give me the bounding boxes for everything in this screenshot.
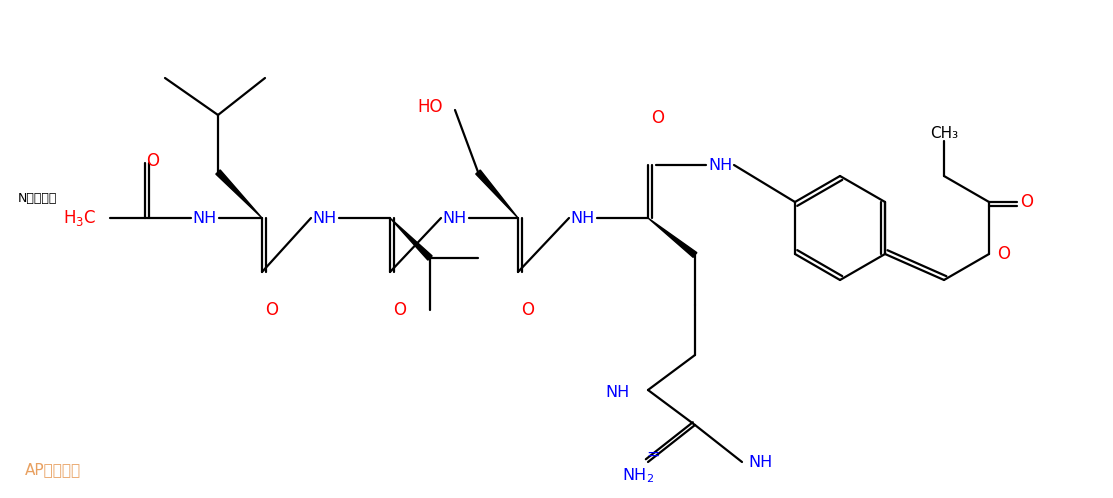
Text: NH: NH <box>571 211 595 226</box>
Text: NH: NH <box>748 455 772 470</box>
Polygon shape <box>475 170 518 218</box>
Text: =: = <box>647 447 660 462</box>
Text: NH: NH <box>605 384 630 399</box>
Polygon shape <box>216 170 262 218</box>
Text: O: O <box>1021 193 1034 211</box>
Text: NH: NH <box>708 157 732 172</box>
Text: O: O <box>147 152 159 170</box>
Polygon shape <box>390 218 432 260</box>
Polygon shape <box>648 218 697 257</box>
Text: O: O <box>651 109 664 127</box>
Text: N端乙酰化: N端乙酰化 <box>18 192 58 205</box>
Text: AP专肽生物: AP专肽生物 <box>24 463 81 478</box>
Text: O: O <box>266 301 278 319</box>
Text: O: O <box>522 301 534 319</box>
Text: HO: HO <box>417 98 443 116</box>
Text: $\mathsf{NH_2}$: $\mathsf{NH_2}$ <box>622 467 654 486</box>
Text: $\mathsf{H_3C}$: $\mathsf{H_3C}$ <box>63 208 97 228</box>
Text: CH₃: CH₃ <box>930 125 958 140</box>
Text: O: O <box>997 245 1011 263</box>
Text: NH: NH <box>193 211 217 226</box>
Text: NH: NH <box>313 211 337 226</box>
Text: NH: NH <box>443 211 467 226</box>
Text: O: O <box>394 301 406 319</box>
